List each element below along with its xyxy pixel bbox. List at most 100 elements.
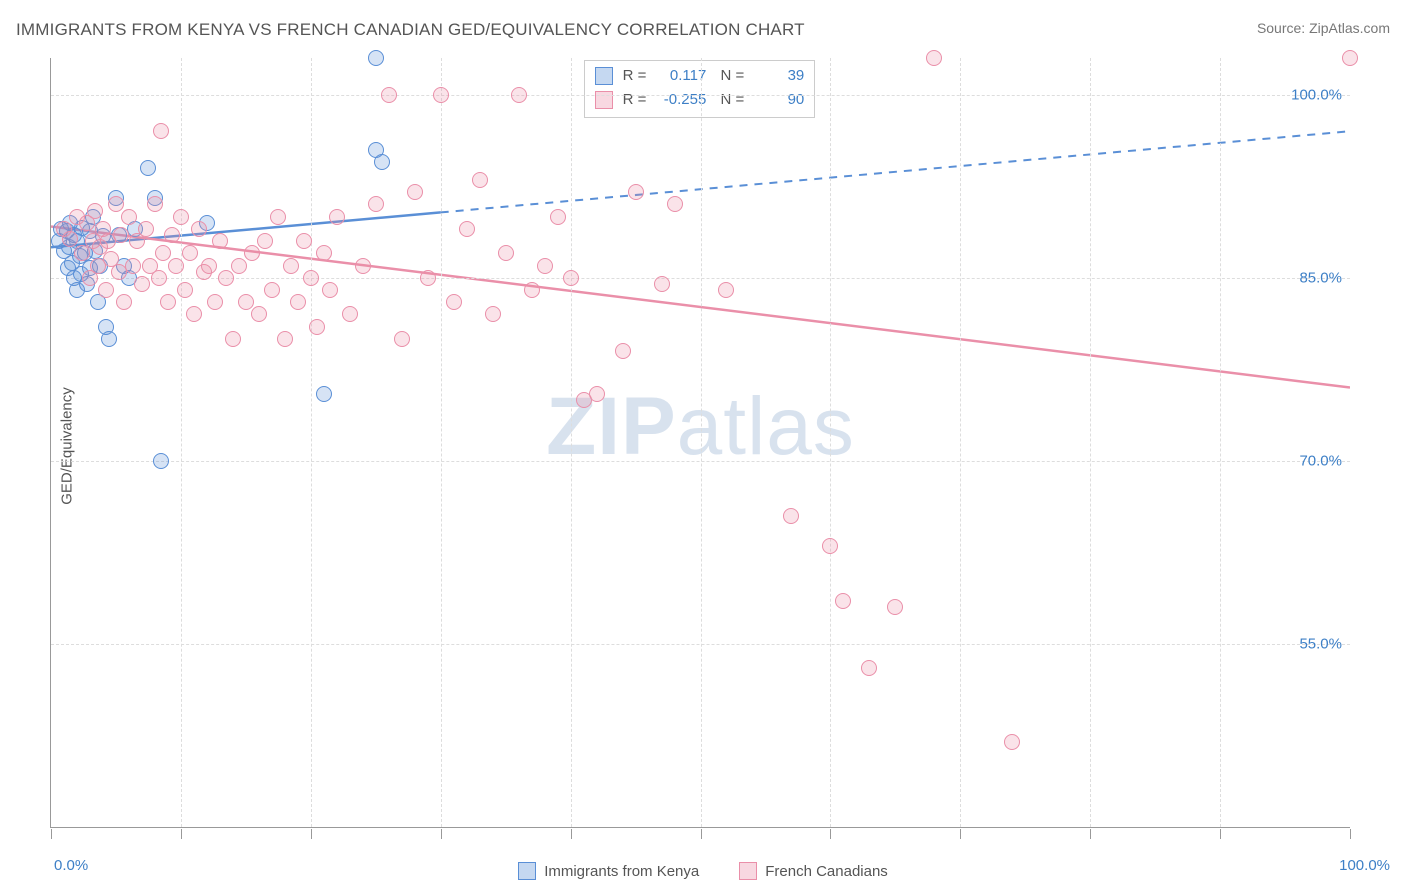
data-point [173, 209, 189, 225]
data-point [153, 453, 169, 469]
data-point [368, 196, 384, 212]
data-point [420, 270, 436, 286]
stats-legend-box: R = 0.117 N = 39 R = -0.255 N = 90 [584, 60, 816, 118]
x-tick [51, 829, 52, 839]
data-point [381, 87, 397, 103]
data-point [218, 270, 234, 286]
gridline-v [1090, 58, 1091, 827]
data-point [121, 209, 137, 225]
data-point [394, 331, 410, 347]
x-tick [830, 829, 831, 839]
data-point [563, 270, 579, 286]
source-text: Source: ZipAtlas.com [1257, 20, 1390, 36]
data-point [182, 245, 198, 261]
data-point [87, 203, 103, 219]
data-point [290, 294, 306, 310]
bottom-legend: Immigrants from Kenya French Canadians [0, 862, 1406, 880]
data-point [191, 221, 207, 237]
data-point [151, 270, 167, 286]
x-tick [311, 829, 312, 839]
gridline-v [1220, 58, 1221, 827]
gridline-v [311, 58, 312, 827]
data-point [433, 87, 449, 103]
data-point [257, 233, 273, 249]
n-value-1: 39 [754, 64, 804, 88]
data-point [485, 306, 501, 322]
data-point [718, 282, 734, 298]
stats-row-series-2: R = -0.255 N = 90 [595, 88, 805, 112]
data-point [134, 276, 150, 292]
x-tick [1350, 829, 1351, 839]
y-tick-label: 100.0% [1291, 86, 1342, 103]
x-tick [571, 829, 572, 839]
data-point [368, 50, 384, 66]
data-point [231, 258, 247, 274]
legend-swatch-2 [739, 862, 757, 880]
legend-swatch-1 [518, 862, 536, 880]
data-point [160, 294, 176, 310]
data-point [98, 282, 114, 298]
data-point [153, 123, 169, 139]
n-value-2: 90 [754, 88, 804, 112]
y-tick-label: 70.0% [1299, 452, 1342, 469]
gridline-v [960, 58, 961, 827]
x-tick [960, 829, 961, 839]
data-point [524, 282, 540, 298]
stats-row-series-1: R = 0.117 N = 39 [595, 64, 805, 88]
data-point [108, 196, 124, 212]
data-point [309, 319, 325, 335]
data-point [342, 306, 358, 322]
data-point [628, 184, 644, 200]
data-point [244, 245, 260, 261]
r-value-1: 0.117 [656, 64, 706, 88]
data-point [537, 258, 553, 274]
data-point [147, 196, 163, 212]
y-tick-label: 55.0% [1299, 635, 1342, 652]
data-point [861, 660, 877, 676]
data-point [654, 276, 670, 292]
data-point [822, 538, 838, 554]
data-point [177, 282, 193, 298]
data-point [498, 245, 514, 261]
data-point [125, 258, 141, 274]
data-point [407, 184, 423, 200]
data-point [887, 599, 903, 615]
x-tick [1220, 829, 1221, 839]
data-point [140, 160, 156, 176]
gridline-v [701, 58, 702, 827]
data-point [589, 386, 605, 402]
x-tick [181, 829, 182, 839]
data-point [168, 258, 184, 274]
r-value-2: -0.255 [656, 88, 706, 112]
data-point [225, 331, 241, 347]
chart-plot-area: ZIPatlas R = 0.117 N = 39 R = -0.255 N =… [50, 58, 1350, 828]
data-point [446, 294, 462, 310]
data-point [207, 294, 223, 310]
data-point [472, 172, 488, 188]
data-point [783, 508, 799, 524]
data-point [1342, 50, 1358, 66]
data-point [511, 87, 527, 103]
data-point [550, 209, 566, 225]
data-point [283, 258, 299, 274]
gridline-v [571, 58, 572, 827]
chart-title: IMMIGRANTS FROM KENYA VS FRENCH CANADIAN… [16, 20, 805, 40]
data-point [296, 233, 312, 249]
data-point [113, 227, 129, 243]
data-point [322, 282, 338, 298]
data-point [615, 343, 631, 359]
data-point [212, 233, 228, 249]
data-point [926, 50, 942, 66]
gridline-v [181, 58, 182, 827]
y-tick-label: 85.0% [1299, 269, 1342, 286]
data-point [355, 258, 371, 274]
data-point [164, 227, 180, 243]
data-point [201, 258, 217, 274]
data-point [329, 209, 345, 225]
legend-label-2: French Canadians [765, 863, 888, 880]
data-point [155, 245, 171, 261]
data-point [238, 294, 254, 310]
data-point [251, 306, 267, 322]
x-tick [701, 829, 702, 839]
data-point [1004, 734, 1020, 750]
